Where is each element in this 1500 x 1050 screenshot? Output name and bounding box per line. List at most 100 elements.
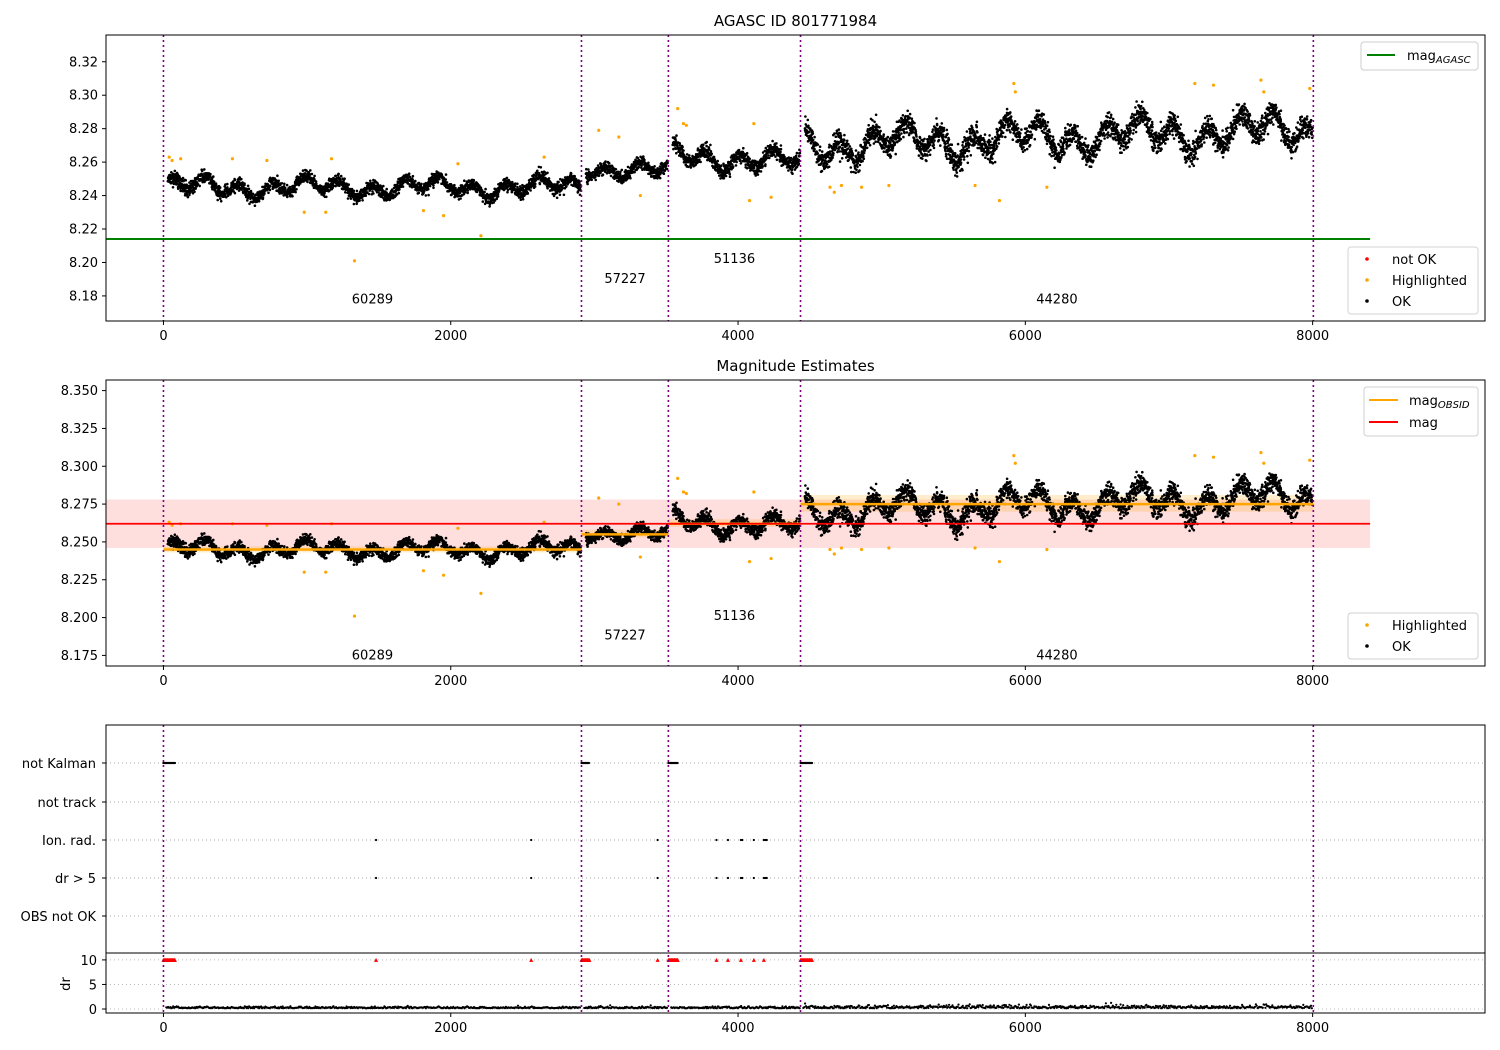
- ok-point: [931, 130, 934, 134]
- ok-point: [894, 152, 897, 156]
- ok-point: [355, 189, 359, 193]
- ok-point: [1017, 127, 1020, 130]
- ok-point: [352, 202, 356, 206]
- ok-point: [226, 186, 229, 189]
- ok-point: [267, 191, 270, 195]
- ok-point: [263, 192, 266, 195]
- ok-point: [1005, 128, 1009, 132]
- ok-point: [371, 190, 374, 193]
- chart-title: AGASC ID 801771984: [714, 12, 877, 30]
- ok-point: [597, 174, 601, 177]
- ok-point: [666, 161, 669, 165]
- ok-point: [640, 164, 643, 167]
- ok-point: [935, 123, 939, 127]
- ok-point: [798, 151, 802, 155]
- ok-point: [309, 169, 312, 172]
- ok-point: [1028, 143, 1032, 147]
- ok-point: [420, 182, 423, 186]
- ok-point: [979, 134, 982, 138]
- ok-point: [196, 183, 200, 186]
- ok-point: [538, 182, 542, 186]
- ok-point: [1022, 146, 1025, 149]
- ok-point: [297, 183, 301, 187]
- ok-point: [253, 204, 257, 207]
- ok-point: [609, 174, 613, 178]
- ok-point: [742, 146, 745, 150]
- ok-point: [816, 143, 820, 146]
- ok-point: [867, 141, 871, 145]
- ok-point: [699, 160, 702, 164]
- ok-point: [562, 193, 566, 197]
- ok-point: [816, 152, 819, 155]
- ok-point: [838, 160, 842, 163]
- ok-point: [905, 131, 909, 134]
- ok-point: [966, 154, 969, 158]
- ok-point: [840, 157, 844, 160]
- ok-point: [586, 182, 589, 186]
- ok-point: [955, 171, 959, 174]
- ok-point: [1029, 130, 1032, 134]
- ok-point: [339, 174, 343, 178]
- ok-point: [1030, 133, 1034, 136]
- ok-point: [203, 168, 206, 171]
- ok-point: [555, 196, 559, 200]
- ok-point: [833, 132, 836, 135]
- ok-point: [775, 158, 779, 162]
- ok-point: [902, 127, 906, 131]
- ok-point: [731, 165, 735, 168]
- ok-point: [268, 188, 272, 192]
- ok-point: [825, 162, 829, 166]
- ok-point: [637, 165, 640, 169]
- ok-point: [734, 164, 738, 167]
- ok-point: [1042, 113, 1046, 116]
- ok-point: [981, 153, 985, 157]
- ok-point: [209, 172, 212, 176]
- ok-point: [245, 189, 249, 193]
- ok-point: [925, 159, 928, 163]
- ok-point: [790, 168, 794, 171]
- ok-point: [965, 130, 969, 133]
- ok-point: [676, 144, 679, 147]
- ok-point: [343, 177, 346, 180]
- ok-point: [868, 143, 872, 147]
- ok-point: [882, 133, 885, 136]
- ok-point: [240, 177, 243, 181]
- ok-point: [1040, 114, 1043, 118]
- ok-point: [926, 154, 929, 157]
- ok-point: [838, 145, 842, 149]
- ok-point: [858, 163, 862, 167]
- ok-point: [171, 186, 175, 189]
- ok-point: [565, 185, 568, 188]
- ok-point: [759, 170, 763, 173]
- ok-point: [843, 139, 846, 142]
- ok-point: [969, 135, 972, 138]
- ok-point: [712, 155, 716, 159]
- ok-point: [688, 154, 691, 157]
- ok-point: [957, 165, 960, 169]
- ok-point: [353, 198, 357, 202]
- ok-point: [848, 145, 852, 148]
- ok-point: [225, 195, 228, 199]
- ok-point: [212, 175, 215, 178]
- ok-point: [546, 171, 549, 175]
- ok-point: [858, 169, 861, 172]
- ok-point: [991, 161, 995, 165]
- ok-point: [811, 138, 815, 142]
- ok-point: [806, 118, 810, 122]
- ok-point: [756, 160, 759, 164]
- ok-point: [997, 138, 1001, 141]
- ok-point: [917, 154, 921, 157]
- ok-point: [813, 147, 816, 151]
- ok-point: [590, 178, 593, 182]
- ok-point: [1011, 138, 1015, 141]
- ok-point: [344, 191, 347, 194]
- ok-point: [516, 182, 519, 186]
- ok-point: [445, 181, 449, 184]
- ok-point: [837, 128, 841, 131]
- ok-point: [176, 173, 180, 176]
- ok-point: [906, 109, 909, 113]
- ok-point: [991, 137, 994, 140]
- ok-point: [748, 157, 751, 161]
- ok-point: [212, 180, 216, 183]
- ok-point: [529, 189, 532, 192]
